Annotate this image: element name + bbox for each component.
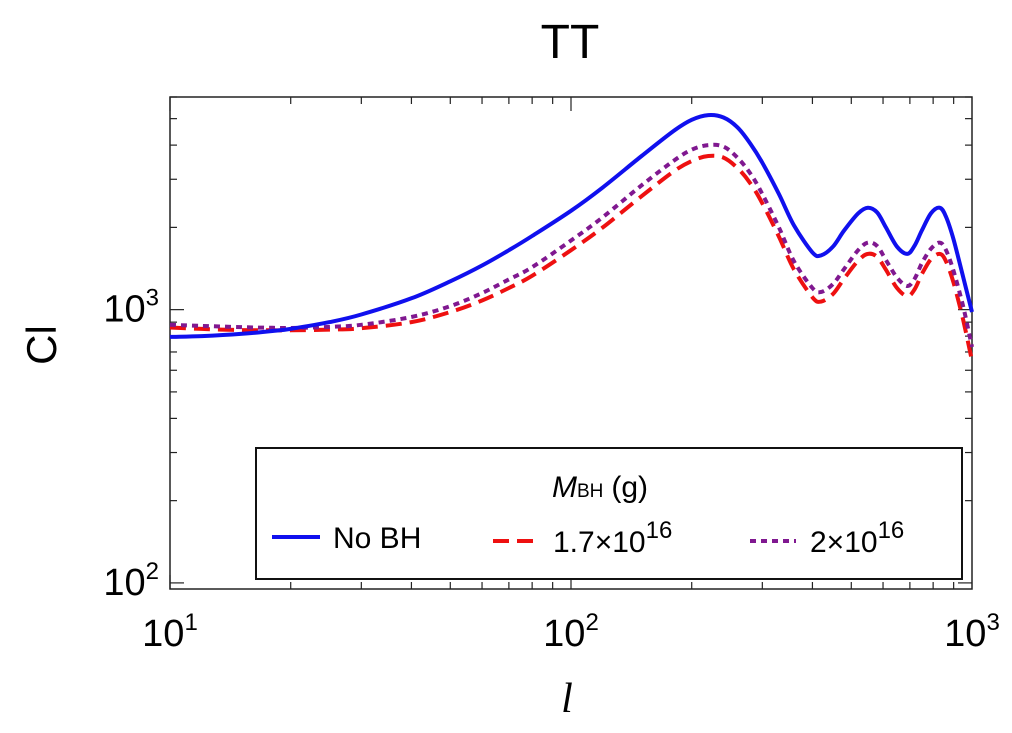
x-tick-label: 101 xyxy=(142,609,198,655)
x-axis-label: l xyxy=(561,676,573,722)
x-tick-base: 10 xyxy=(944,613,986,655)
x-tick-exp: 2 xyxy=(585,609,598,636)
x-tick-exp: 3 xyxy=(986,609,999,636)
legend-label-1-7e16-exp: 16 xyxy=(646,517,673,544)
legend-label-2e16-exp: 16 xyxy=(878,517,905,544)
x-tick-exp: 1 xyxy=(184,609,197,636)
x-tick-base: 10 xyxy=(543,613,585,655)
series-layer xyxy=(169,113,974,362)
y-tick-exp: 2 xyxy=(146,558,159,585)
legend-label-2e16-base: 2×10 xyxy=(810,526,878,559)
minor-ticks xyxy=(169,96,972,589)
legend-title: MBH (g) xyxy=(552,471,648,504)
x-tick-base: 10 xyxy=(142,613,184,655)
y-axis-label: Cl xyxy=(18,325,65,365)
legend-label-2e16: 2×1016 xyxy=(810,517,904,559)
y-tick-base: 10 xyxy=(103,562,145,604)
legend: MBH (g) No BH 1.7×1016 2×1016 xyxy=(255,447,963,580)
x-tick-label: 102 xyxy=(543,609,599,655)
legend-label-no-bh: No BH xyxy=(333,522,421,555)
legend-title-unit: (g) xyxy=(611,471,648,504)
legend-title-main: M xyxy=(552,471,577,504)
series-line-no-bh xyxy=(169,113,974,339)
y-tick-label: 102 xyxy=(103,558,159,604)
series-line-1-7e16 xyxy=(169,153,974,362)
y-tick-base: 10 xyxy=(103,289,145,331)
chart-title: TT xyxy=(541,16,600,69)
y-tick-exp: 3 xyxy=(146,285,159,312)
x-tick-label: 103 xyxy=(944,609,1000,655)
legend-label-1-7e16-base: 1.7×10 xyxy=(553,526,646,559)
legend-label-1-7e16: 1.7×1016 xyxy=(553,517,672,559)
legend-box xyxy=(255,447,963,580)
y-tick-label: 103 xyxy=(103,285,159,331)
series-line-2e16 xyxy=(169,142,974,348)
legend-title-sub: BH xyxy=(577,481,603,502)
